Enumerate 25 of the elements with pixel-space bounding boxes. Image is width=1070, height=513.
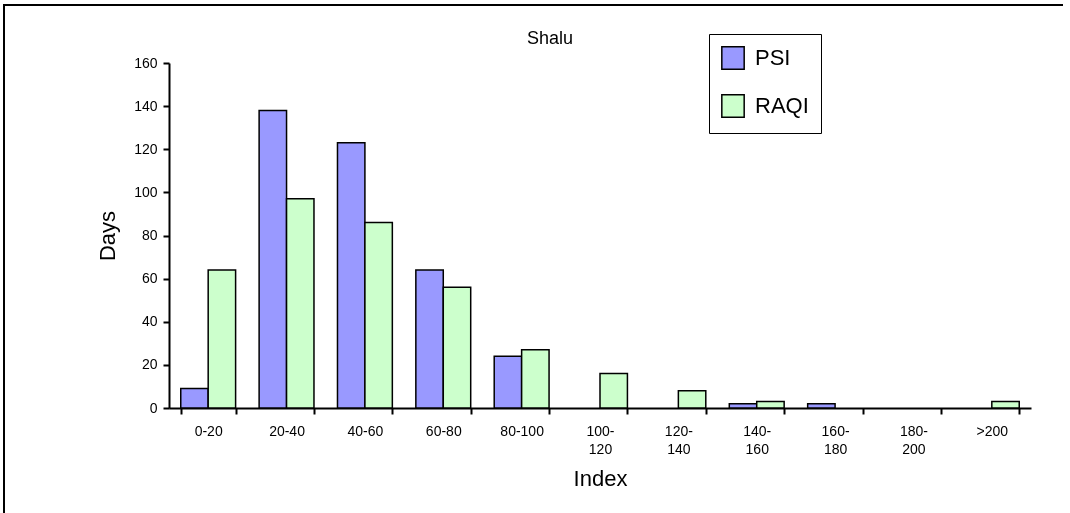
- x-tick-label: 60-80: [425, 422, 462, 439]
- y-tick-label: 140: [134, 97, 158, 114]
- y-tick-label: 60: [141, 270, 158, 287]
- x-tick-label: 140-160: [743, 422, 772, 457]
- chart-title: Shalu: [526, 27, 574, 48]
- y-tick-label: 120: [134, 140, 158, 157]
- y-tick-label: 160: [134, 54, 158, 71]
- y-tick-label: 40: [141, 313, 158, 330]
- x-tick-label: >200: [976, 422, 1009, 439]
- x-tick-label: 80-100: [500, 422, 545, 439]
- y-tick-label: 80: [141, 227, 158, 243]
- y-tick-label: 100: [134, 183, 158, 200]
- y-tick-label: 20: [141, 356, 158, 373]
- x-tick-label: 40-60: [347, 422, 384, 439]
- x-tick-label: 120-140: [664, 422, 694, 457]
- x-tick-label: 100-120: [586, 422, 615, 457]
- y-axis-title: Days: [95, 210, 121, 262]
- y-tick-label: 0: [149, 399, 158, 416]
- x-tick-label: 160-180: [821, 422, 850, 457]
- x-tick-label: 180-200: [899, 422, 929, 457]
- legend-label: PSI: [755, 45, 791, 70]
- legend-label: RAQI: [755, 93, 809, 118]
- x-tick-label: 20-40: [269, 422, 306, 439]
- x-tick-label: 0-20: [194, 422, 223, 439]
- x-axis-title: Index: [573, 465, 628, 491]
